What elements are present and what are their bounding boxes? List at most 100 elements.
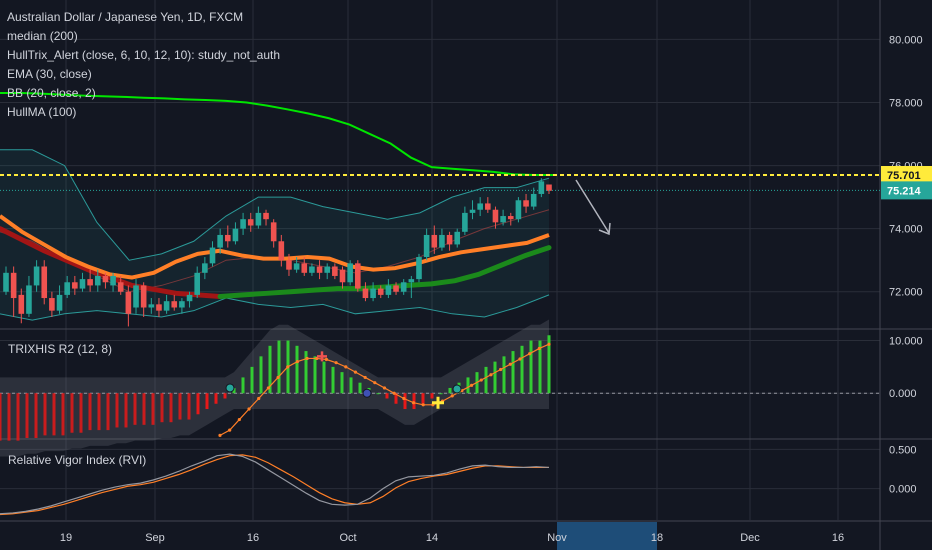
indicator-hullma[interactable]: HullMA (100) xyxy=(7,105,77,119)
time-tick-label: 14 xyxy=(426,532,438,544)
hull-up-segment xyxy=(217,245,552,299)
candle xyxy=(293,257,300,273)
trix-histogram xyxy=(0,319,880,457)
candle xyxy=(209,241,216,267)
trix-bar xyxy=(214,393,218,404)
trix-bar xyxy=(313,356,317,394)
candle xyxy=(179,298,185,314)
candle-body xyxy=(293,263,300,270)
arrow-shaft xyxy=(575,179,610,234)
candle-body xyxy=(278,241,285,261)
trix-signal-dot xyxy=(334,361,338,365)
candle xyxy=(393,282,399,295)
candle-body xyxy=(454,231,461,245)
trix-signal-dot xyxy=(402,396,406,401)
candle-body xyxy=(33,266,40,286)
candle xyxy=(439,228,445,251)
chart-title[interactable]: Australian Dollar / Japanese Yen, 1D, FX… xyxy=(7,10,244,24)
trix-bar xyxy=(331,366,335,394)
trix-pane-title[interactable]: TRIXHIS R2 (12, 8) xyxy=(8,342,113,356)
candle-body xyxy=(247,219,254,226)
candle-body xyxy=(446,234,453,245)
indicator-ema[interactable]: EMA (30, close) xyxy=(7,67,92,81)
candle xyxy=(194,266,200,299)
trix-bar xyxy=(394,393,398,404)
candle xyxy=(385,279,392,299)
level-price-label: 75.701 xyxy=(887,170,921,182)
candle-body xyxy=(377,288,384,295)
candle-body xyxy=(523,200,529,207)
candle-body xyxy=(332,266,338,276)
trix-bar xyxy=(304,351,308,394)
time-axis[interactable]: 19 Sep 16 Oct 14 Nov 18 Dec 16 xyxy=(60,522,844,550)
candle-body xyxy=(94,275,101,286)
candle-body xyxy=(339,269,346,283)
candle xyxy=(217,228,223,254)
trix-signal-dot xyxy=(479,378,483,382)
trix-signal-dot xyxy=(450,394,454,398)
trix-bar xyxy=(160,393,164,423)
trix-plus-marker xyxy=(317,351,327,362)
trix-bar xyxy=(376,393,380,395)
candle-body xyxy=(110,275,116,286)
trix-signal-dot xyxy=(344,365,348,369)
trix-bar xyxy=(25,393,29,438)
candle xyxy=(110,272,116,292)
time-tick-label: Nov xyxy=(547,532,567,544)
candle xyxy=(102,272,109,289)
time-tick-label: 19 xyxy=(60,532,72,544)
trix-bar xyxy=(52,393,56,436)
trix-bar xyxy=(295,345,299,394)
rvi-lines xyxy=(0,453,550,516)
trix-bar xyxy=(493,361,497,394)
candle xyxy=(355,260,361,292)
candle xyxy=(140,282,147,317)
candle-body xyxy=(439,234,445,248)
candle-body xyxy=(469,209,476,213)
candle xyxy=(117,275,124,295)
candle xyxy=(515,197,522,223)
candle xyxy=(400,279,407,295)
candle xyxy=(41,260,48,305)
candle xyxy=(408,275,415,299)
trix-bar xyxy=(169,393,173,423)
candle xyxy=(94,269,101,292)
candle-body xyxy=(79,279,86,289)
trix-bar xyxy=(133,393,137,425)
candle xyxy=(49,291,55,317)
trix-bar xyxy=(232,387,236,394)
candle-body xyxy=(263,212,269,220)
candle xyxy=(148,298,155,314)
candle xyxy=(339,266,346,289)
candle-body xyxy=(370,288,376,299)
indicator-median[interactable]: median (200) xyxy=(7,29,78,43)
candle-body xyxy=(202,263,208,273)
trix-bar xyxy=(187,393,191,420)
candle xyxy=(278,234,285,267)
trix-bar xyxy=(439,393,443,395)
last-price-label: 75.214 xyxy=(887,185,922,197)
rvi-tick-label: 0.500 xyxy=(889,444,917,456)
price-tick-label: 72.000 xyxy=(889,287,923,299)
candle xyxy=(263,209,269,226)
candle-body xyxy=(10,272,17,299)
candle xyxy=(26,275,32,317)
trix-signal-dot xyxy=(305,356,309,361)
trix-bar xyxy=(16,393,20,441)
trix-bar xyxy=(223,393,227,399)
candle-body xyxy=(355,263,361,289)
trix-bar xyxy=(205,393,209,410)
ema-polyline xyxy=(0,214,550,280)
candle xyxy=(240,212,246,235)
indicator-bb[interactable]: BB (20, close, 2) xyxy=(7,86,96,100)
price-axis[interactable]: 80.00078.00076.00074.00072.00075.70175.2… xyxy=(881,34,932,496)
candle xyxy=(309,263,315,276)
price-levels xyxy=(0,174,880,236)
candle-body xyxy=(385,285,392,295)
indicator-hulltrix[interactable]: HullTrix_Alert (close, 6, 10, 12, 10): s… xyxy=(7,48,281,62)
candle xyxy=(87,269,93,292)
rvi-pane-title[interactable]: Relative Vigor Index (RVI) xyxy=(8,453,147,467)
trix-bar xyxy=(520,345,524,394)
